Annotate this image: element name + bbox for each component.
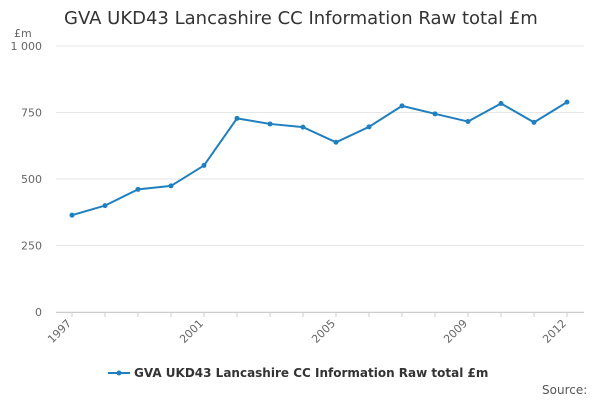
source-label: Source: <box>542 383 587 397</box>
x-tick-label: 2005 <box>309 317 338 346</box>
x-tick-label: 1997 <box>45 317 74 346</box>
axes: 0 250 500 750 1 000 1997 2001 2005 2009 2012 <box>11 40 584 346</box>
data-point[interactable] <box>201 162 207 168</box>
data-point[interactable] <box>267 121 273 127</box>
legend-marker-icon <box>116 370 122 376</box>
data-point[interactable] <box>465 119 471 125</box>
x-tick-label: 2009 <box>441 317 470 346</box>
data-point[interactable] <box>432 111 438 117</box>
legend-entry[interactable]: GVA UKD43 Lancashire CC Information Raw … <box>134 366 488 380</box>
data-point[interactable] <box>531 119 537 125</box>
y-tick-label: 500 <box>21 173 42 186</box>
data-point[interactable] <box>498 100 504 106</box>
y-axis-unit-label: £m <box>14 27 32 40</box>
x-tick-label: 2001 <box>177 317 206 346</box>
data-point[interactable] <box>366 124 372 130</box>
data-point[interactable] <box>168 183 174 189</box>
chart-title: GVA UKD43 Lancashire CC Information Raw … <box>64 8 538 29</box>
data-point[interactable] <box>69 212 75 218</box>
data-point[interactable] <box>564 99 570 105</box>
y-tick-label: 750 <box>21 107 42 120</box>
data-point[interactable] <box>102 203 108 209</box>
y-tick-label: 0 <box>35 306 42 319</box>
data-point[interactable] <box>234 115 240 121</box>
grid-lines <box>56 45 584 313</box>
data-point[interactable] <box>399 103 405 109</box>
y-tick-label: 250 <box>21 240 42 253</box>
data-point[interactable] <box>333 139 339 145</box>
series-line <box>71 101 568 217</box>
data-point[interactable] <box>135 186 141 192</box>
y-tick-label: 1 000 <box>11 40 43 53</box>
x-tick-label: 2012 <box>540 317 569 346</box>
data-point[interactable] <box>300 124 306 130</box>
legend: GVA UKD43 Lancashire CC Information Raw … <box>108 366 488 380</box>
series-layer <box>69 99 570 218</box>
